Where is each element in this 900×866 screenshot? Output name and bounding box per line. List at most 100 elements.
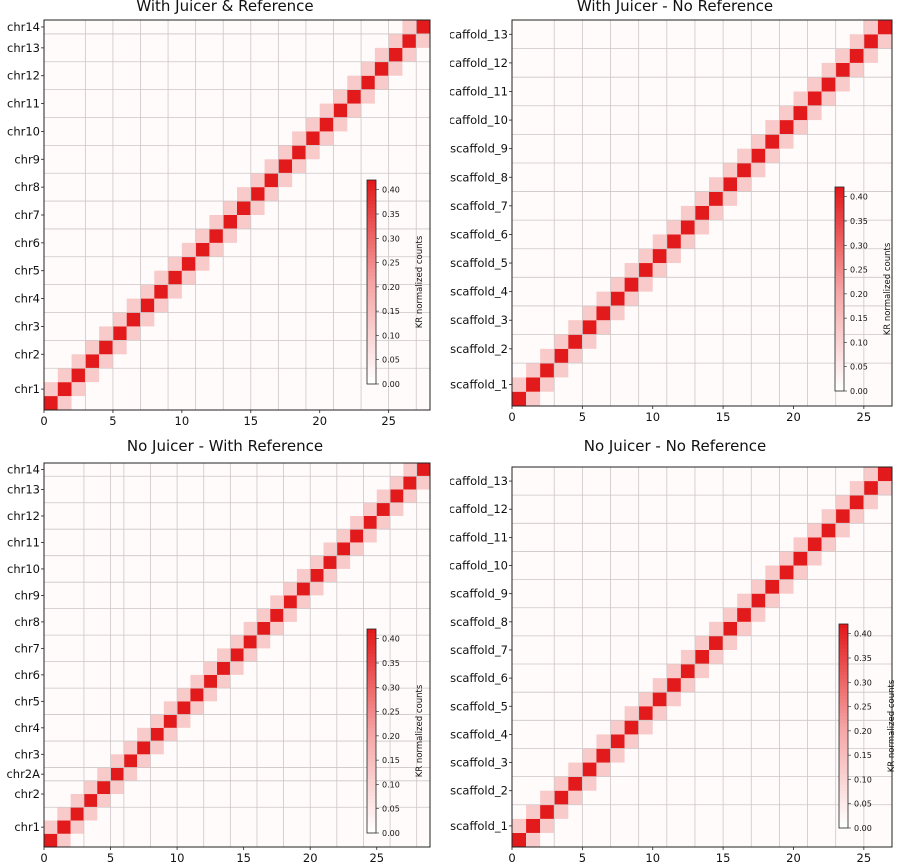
colorbar-segment xyxy=(839,800,848,805)
y-tick-label: chr13 xyxy=(7,482,40,496)
heatmap-cell-diagonal xyxy=(512,832,527,847)
heatmap-cell-offdiagonal xyxy=(347,103,362,118)
heatmap-cell-offdiagonal xyxy=(71,382,86,397)
heatmap-cell-offdiagonal xyxy=(512,377,527,392)
heatmap-cell-offdiagonal xyxy=(596,734,611,749)
heatmap-cell-offdiagonal xyxy=(137,727,151,742)
heatmap-cell-diagonal xyxy=(243,635,257,649)
y-tick-label: chr7 xyxy=(14,641,40,655)
x-tick-label: 25 xyxy=(857,851,872,865)
colorbar-segment xyxy=(839,702,848,707)
colorbar-segment xyxy=(367,761,376,766)
heatmap-svg: scaffold_1 scaffold_2 scaffold_3 scaffold_4… xyxy=(450,466,897,865)
heatmap-cell-offdiagonal xyxy=(319,131,334,146)
colorbar-segment xyxy=(835,244,844,249)
heatmap-cell-offdiagonal xyxy=(624,706,639,721)
heatmap-cell-offdiagonal xyxy=(376,515,391,530)
colorbar-segment xyxy=(367,268,376,273)
colorbar-label: KR normalized counts xyxy=(415,684,425,777)
heatmap-cell-offdiagonal xyxy=(540,348,555,364)
colorbar-segment xyxy=(367,180,376,184)
heatmap-cell-offdiagonal xyxy=(568,320,583,335)
heatmap-cell-offdiagonal xyxy=(765,148,780,163)
y-tick-label: chr4 xyxy=(14,721,40,735)
y-tick-label: chr14 xyxy=(7,20,40,34)
y-tick-label: chr10 xyxy=(7,562,40,576)
heatmap-cell-offdiagonal xyxy=(83,780,98,795)
heatmap-cell-offdiagonal xyxy=(709,621,724,636)
heatmap-cell-diagonal xyxy=(779,565,794,580)
y-tick-label: scaffold_5 xyxy=(450,699,508,713)
panel-title: With Juicer & Reference xyxy=(136,0,314,15)
heatmap-cell-diagonal xyxy=(680,664,695,679)
heatmap-cell-diagonal xyxy=(70,807,84,821)
colorbar-segment xyxy=(367,227,376,232)
y-tick-label: chr12 xyxy=(7,509,40,523)
heatmap-cell-diagonal xyxy=(333,103,348,118)
colorbar-segment xyxy=(367,646,376,650)
colorbar-segment xyxy=(367,703,376,708)
colorbar-segment xyxy=(835,231,844,236)
heatmap-cell-diagonal xyxy=(568,334,583,349)
heatmap-cell-offdiagonal xyxy=(390,502,404,516)
heatmap-cell-diagonal xyxy=(223,215,237,229)
colorbar-segment xyxy=(839,749,848,754)
heatmap-cell-diagonal xyxy=(99,340,113,355)
x-tick-label: 25 xyxy=(857,410,872,424)
heatmap-cell-offdiagonal xyxy=(863,48,878,63)
y-tick-label: scaffold_5 xyxy=(450,256,508,270)
colorbar-segment xyxy=(367,200,376,205)
colorbar-segment xyxy=(367,373,376,378)
heatmap-cell-offdiagonal xyxy=(336,529,351,543)
heatmap-cell-offdiagonal xyxy=(230,661,244,675)
colorbar-tick-label: 0.05 xyxy=(382,805,400,814)
heatmap-cell-offdiagonal xyxy=(230,635,244,649)
heatmap-cell-diagonal xyxy=(195,242,210,257)
colorbar-segment xyxy=(367,792,376,797)
heatmap-cell-offdiagonal xyxy=(568,762,583,777)
heatmap-cell-offdiagonal xyxy=(243,621,257,636)
heatmap-cell-offdiagonal xyxy=(723,162,738,178)
heatmap-cell-offdiagonal xyxy=(99,354,113,369)
colorbar-segment xyxy=(839,790,848,795)
colorbar-segment xyxy=(835,193,844,198)
heatmap-cell-offdiagonal xyxy=(554,804,569,819)
heatmap-cell-diagonal xyxy=(110,767,124,781)
colorbar-segment xyxy=(367,186,376,191)
heatmap-cell-offdiagonal xyxy=(110,754,124,768)
colorbar-segment xyxy=(835,353,844,358)
heatmap-cell-offdiagonal xyxy=(388,33,403,48)
heatmap-cell-offdiagonal xyxy=(70,794,84,808)
colorbar-segment xyxy=(839,756,848,761)
heatmap-cell-offdiagonal xyxy=(333,89,348,104)
heatmap-cell-offdiagonal xyxy=(237,187,251,202)
heatmap-cell-offdiagonal xyxy=(821,62,836,78)
colorbar-segment xyxy=(835,275,844,280)
heatmap-cell-diagonal xyxy=(877,20,892,35)
colorbar-segment xyxy=(839,692,848,696)
colorbar-label: KR normalized counts xyxy=(415,235,425,328)
y-tick-label: scaffold_4 xyxy=(450,727,508,741)
heatmap-cell-diagonal xyxy=(835,62,850,78)
colorbar-segment xyxy=(367,741,376,746)
heatmap-cell-offdiagonal xyxy=(779,105,794,121)
heatmap-cell-offdiagonal xyxy=(554,334,569,349)
heatmap-cell-offdiagonal xyxy=(849,62,864,78)
colorbar-segment xyxy=(835,346,844,351)
colorbar-segment xyxy=(367,309,376,314)
heatmap-cell-offdiagonal xyxy=(765,565,780,580)
heatmap-cell-offdiagonal xyxy=(849,509,864,524)
colorbar-segment xyxy=(835,333,844,338)
heatmap-cell-offdiagonal xyxy=(807,523,822,538)
colorbar-tick-label: 0.20 xyxy=(382,732,400,741)
colorbar-segment xyxy=(835,255,844,259)
heatmap-cell-diagonal xyxy=(568,776,583,791)
colorbar-segment xyxy=(835,312,844,317)
heatmap-svg: chr1 chr2 chr3 chr4 chr5 chr6 chr7 chr8 chr9 chr1… xyxy=(7,19,431,428)
colorbar-tick-label: 0.40 xyxy=(854,630,872,639)
colorbar-segment xyxy=(367,370,376,375)
colorbar-segment xyxy=(367,193,376,198)
heatmap-cell-offdiagonal xyxy=(110,780,124,795)
heatmap-cell-offdiagonal xyxy=(779,134,794,149)
heatmap-cell-diagonal xyxy=(350,529,364,543)
